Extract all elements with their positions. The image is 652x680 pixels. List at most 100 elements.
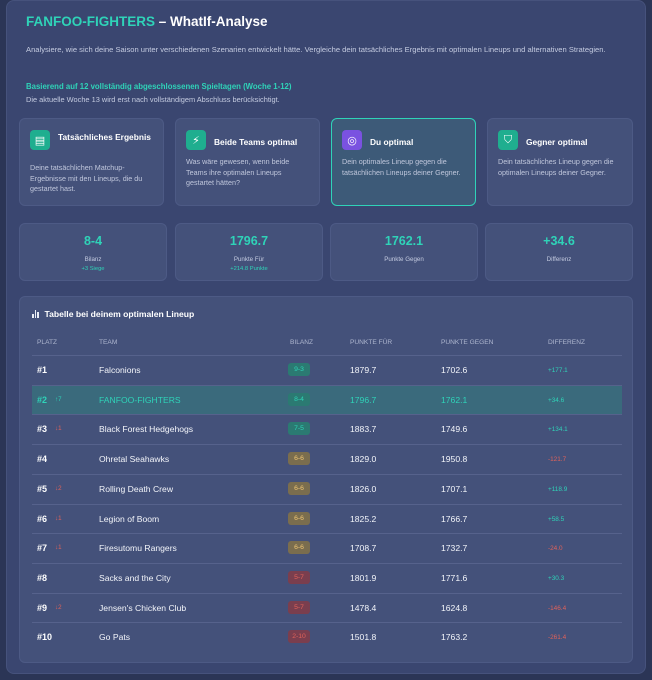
stat-points-against: 1762.1 Punkte Gegen bbox=[330, 223, 478, 281]
row-points-for: 1829.0 bbox=[350, 454, 377, 465]
rank-change: ↓2 bbox=[55, 603, 62, 611]
row-points-for: 1883.7 bbox=[350, 424, 377, 435]
stat-value: 1762.1 bbox=[384, 234, 424, 248]
table-row[interactable]: #1 Falconions 9-3 1879.7 1702.6 +177.1 bbox=[32, 355, 622, 385]
record-badge: 9-3 bbox=[288, 363, 310, 376]
table-row[interactable]: #2 ↑7 FANFOO-FIGHTERS 8-4 1796.7 1762.1 +34.6 bbox=[32, 384, 622, 415]
row-points-against: 1749.6 bbox=[441, 424, 468, 435]
row-points-for: 1826.0 bbox=[350, 483, 377, 494]
scenario-title: Beide Teams optimal bbox=[214, 137, 298, 147]
scenario-desc: Was wäre gewesen, wenn beide Teams ihre … bbox=[186, 157, 290, 187]
stat-label: Punkte Für bbox=[233, 256, 265, 263]
col-team: TEAM bbox=[99, 339, 118, 346]
col-place: PLATZ bbox=[37, 339, 58, 346]
team-name-title: FANFOO-FIGHTERS bbox=[26, 14, 155, 29]
row-place: #2 bbox=[37, 394, 48, 405]
record-badge: 5-7 bbox=[288, 570, 310, 584]
row-difference: -146.4 bbox=[548, 604, 567, 612]
lightning-icon: ⚡ bbox=[186, 130, 206, 150]
table-row[interactable]: #9 ↓2 Jensen's Chicken Club 5-7 1478.4 1624.8… bbox=[32, 592, 622, 623]
row-team: Falconions bbox=[99, 365, 141, 375]
row-place: #8 bbox=[37, 572, 48, 583]
table-row[interactable]: #3 ↓1 Black Forest Hedgehogs 7-5 1883.7 1749.… bbox=[32, 414, 622, 444]
shield-icon: ⛉ bbox=[498, 130, 518, 150]
row-place: #7 bbox=[37, 543, 48, 554]
row-team: Black Forest Hedgehogs bbox=[99, 424, 194, 435]
scenario-desc: Deine tatsächlichen Matchup-Ergebnisse m… bbox=[30, 163, 143, 193]
table-row[interactable]: #5 ↓2 Rolling Death Crew 6-6 1826.0 1707.1 +11… bbox=[32, 473, 622, 504]
table-row[interactable]: #4 Ohretal Seahawks 6-6 1829.0 1950.8 -121.7 bbox=[32, 444, 622, 474]
row-place: #10 bbox=[37, 632, 53, 643]
row-place: #9 bbox=[37, 602, 48, 613]
stat-difference: +34.6 Differenz bbox=[485, 223, 633, 281]
table-row[interactable]: #7 ↓1 Firesutomu Rangers 6-6 1708.7 1732.7 -24… bbox=[32, 533, 622, 563]
title-suffix: – WhatIf-Analyse bbox=[155, 14, 268, 29]
standings-table: Tabelle bei deinem optimalen Lineup PLAT… bbox=[19, 296, 633, 663]
scenario-card-actual[interactable]: ▤ Tatsächliches Ergebnis Deine tatsächli… bbox=[19, 118, 164, 206]
scenario-title: Du optimal bbox=[370, 137, 414, 147]
scenario-card-opponent-optimal[interactable]: ⛉ Gegner optimal Dein tatsächliches Line… bbox=[487, 118, 633, 206]
stat-value: 1796.7 bbox=[229, 234, 269, 248]
table-row[interactable]: #10 Go Pats 2-10 1501.8 1763.2 -261.4 bbox=[32, 622, 622, 652]
stat-points-for: 1796.7 Punkte Für +214.8 Punkte bbox=[175, 223, 323, 281]
table-row[interactable]: #8 Sacks and the City 5-7 1801.9 1771.6 +30.3 bbox=[32, 562, 622, 593]
row-difference: +177.1 bbox=[548, 367, 568, 374]
scenario-card-both-optimal[interactable]: ⚡ Beide Teams optimal Was wäre gewesen, … bbox=[175, 118, 320, 206]
row-points-against: 1763.2 bbox=[441, 632, 468, 643]
row-points-for: 1801.9 bbox=[350, 572, 377, 583]
row-points-for: 1796.7 bbox=[350, 394, 377, 405]
row-points-against: 1762.1 bbox=[441, 394, 468, 405]
row-place: #6 bbox=[37, 513, 48, 524]
rank-change: ↑7 bbox=[55, 395, 62, 403]
table-row[interactable]: #6 ↓1 Legion of Boom 6-6 1825.2 1766.7 +58.5 bbox=[32, 503, 622, 534]
record-badge: 6-6 bbox=[288, 541, 310, 555]
rank-change: ↓2 bbox=[55, 484, 62, 492]
bar-chart-icon bbox=[32, 310, 39, 318]
row-difference: +30.3 bbox=[548, 574, 565, 582]
row-points-for: 1501.8 bbox=[350, 632, 377, 643]
stat-label: Punkte Gegen bbox=[384, 256, 424, 263]
record-badge: 2-10 bbox=[288, 630, 310, 644]
row-team: Sacks and the City bbox=[99, 572, 171, 583]
row-difference: +118.9 bbox=[548, 485, 568, 493]
record-badge: 6-6 bbox=[288, 452, 310, 466]
based-on-text: Basierend auf 12 vollständig abgeschloss… bbox=[26, 82, 292, 91]
row-place: #1 bbox=[37, 365, 48, 375]
row-place: #4 bbox=[37, 454, 48, 465]
row-team: Go Pats bbox=[99, 632, 131, 643]
table-header: PLATZ TEAM BILANZ PUNKTE FÜR PUNKTE GEGE… bbox=[32, 337, 622, 355]
scenario-desc: Dein tatsächliches Lineup gegen die opti… bbox=[498, 157, 614, 177]
row-points-for: 1879.7 bbox=[350, 365, 377, 375]
scenario-desc: Dein optimales Lineup gegen die tatsächl… bbox=[342, 157, 461, 177]
row-team: Legion of Boom bbox=[99, 513, 160, 524]
table-title-text: Tabelle bei deinem optimalen Lineup bbox=[44, 309, 195, 319]
record-badge: 6-6 bbox=[288, 481, 310, 495]
row-points-against: 1950.8 bbox=[441, 454, 468, 465]
intro-text: Analysiere, wie sich deine Saison unter … bbox=[26, 45, 606, 54]
row-points-against: 1702.6 bbox=[441, 365, 468, 375]
row-points-for: 1478.4 bbox=[350, 602, 377, 613]
row-difference: +34.6 bbox=[548, 396, 565, 404]
row-points-for: 1708.7 bbox=[350, 543, 377, 554]
stat-label: Bilanz bbox=[84, 256, 102, 263]
stat-sub: +214.8 Punkte bbox=[230, 266, 268, 272]
row-team: Jensen's Chicken Club bbox=[99, 602, 187, 613]
row-points-against: 1766.7 bbox=[441, 513, 468, 524]
rank-change: ↓1 bbox=[55, 514, 62, 522]
stat-record: 8-4 Bilanz +3 Siege bbox=[19, 223, 167, 281]
scenario-title: Gegner optimal bbox=[526, 137, 588, 147]
row-points-against: 1707.1 bbox=[441, 483, 468, 494]
page-title: FANFOO-FIGHTERS – WhatIf-Analyse bbox=[26, 14, 268, 29]
stat-value: 8-4 bbox=[83, 234, 103, 248]
row-difference: -261.4 bbox=[548, 634, 567, 642]
scenario-card-you-optimal[interactable]: ◎ Du optimal Dein optimales Lineup gegen… bbox=[331, 118, 476, 206]
row-place: #3 bbox=[37, 424, 48, 435]
col-record: BILANZ bbox=[290, 339, 314, 346]
scenario-title: Tatsächliches Ergebnis bbox=[58, 132, 151, 142]
row-points-for: 1825.2 bbox=[350, 513, 377, 524]
row-points-against: 1771.6 bbox=[441, 572, 468, 583]
row-difference: +58.5 bbox=[548, 515, 565, 523]
row-points-against: 1624.8 bbox=[441, 602, 468, 613]
col-difference: DIFFERENZ bbox=[548, 339, 585, 346]
row-team: FANFOO-FIGHTERS bbox=[99, 394, 181, 405]
